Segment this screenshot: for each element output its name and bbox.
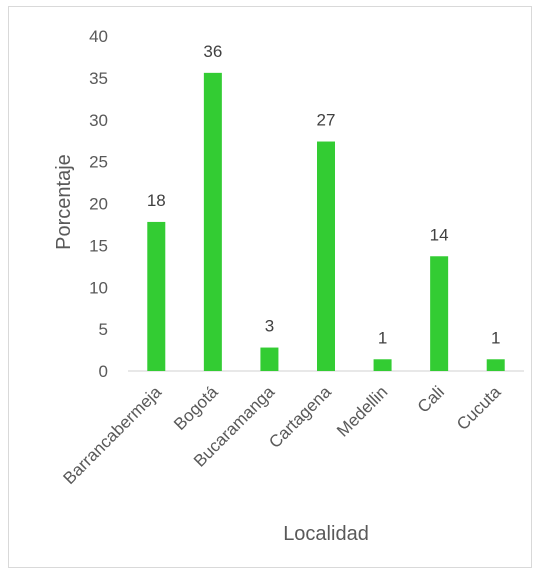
data-label: 1 <box>378 328 387 347</box>
y-tick-label: 15 <box>89 236 108 255</box>
x-tick-label: Cucuta <box>453 382 505 434</box>
bars <box>147 72 505 371</box>
y-tick-label: 25 <box>89 153 108 172</box>
x-axis-title: Localidad <box>283 523 369 545</box>
bar <box>147 221 166 371</box>
y-tick-label: 5 <box>99 320 108 339</box>
y-tick-label: 40 <box>89 27 108 46</box>
data-label: 14 <box>430 225 449 244</box>
data-labels: 18 36 3 27 1 14 1 <box>147 42 501 347</box>
y-tick-label: 20 <box>89 195 108 214</box>
bar <box>203 72 222 371</box>
x-tick-label: Medellin <box>333 382 391 440</box>
y-tick-label: 30 <box>89 111 108 130</box>
data-label: 36 <box>203 42 222 61</box>
bar <box>317 141 335 371</box>
y-axis-ticks: 0 5 10 15 20 25 30 35 40 <box>89 27 108 381</box>
x-tick-label: Barrancabermeja <box>59 382 165 488</box>
y-axis-title: Porcentaje <box>53 154 75 250</box>
data-label: 18 <box>147 191 166 210</box>
bar <box>373 359 392 371</box>
x-tick-label: Bogotá <box>170 382 222 434</box>
data-label: 27 <box>317 111 336 130</box>
x-tick-label: Cartagena <box>265 382 335 452</box>
y-tick-label: 10 <box>89 278 108 297</box>
bar <box>486 359 505 371</box>
y-tick-label: 0 <box>99 362 108 381</box>
bar <box>260 347 279 371</box>
data-label: 3 <box>265 317 274 336</box>
data-label: 1 <box>491 328 500 347</box>
y-tick-label: 35 <box>89 69 108 88</box>
x-axis-tick-labels: Barrancabermeja BogotáBucaramangaCartagen… <box>59 382 504 488</box>
x-tick-label: Cali <box>414 382 448 416</box>
bar <box>430 256 449 371</box>
